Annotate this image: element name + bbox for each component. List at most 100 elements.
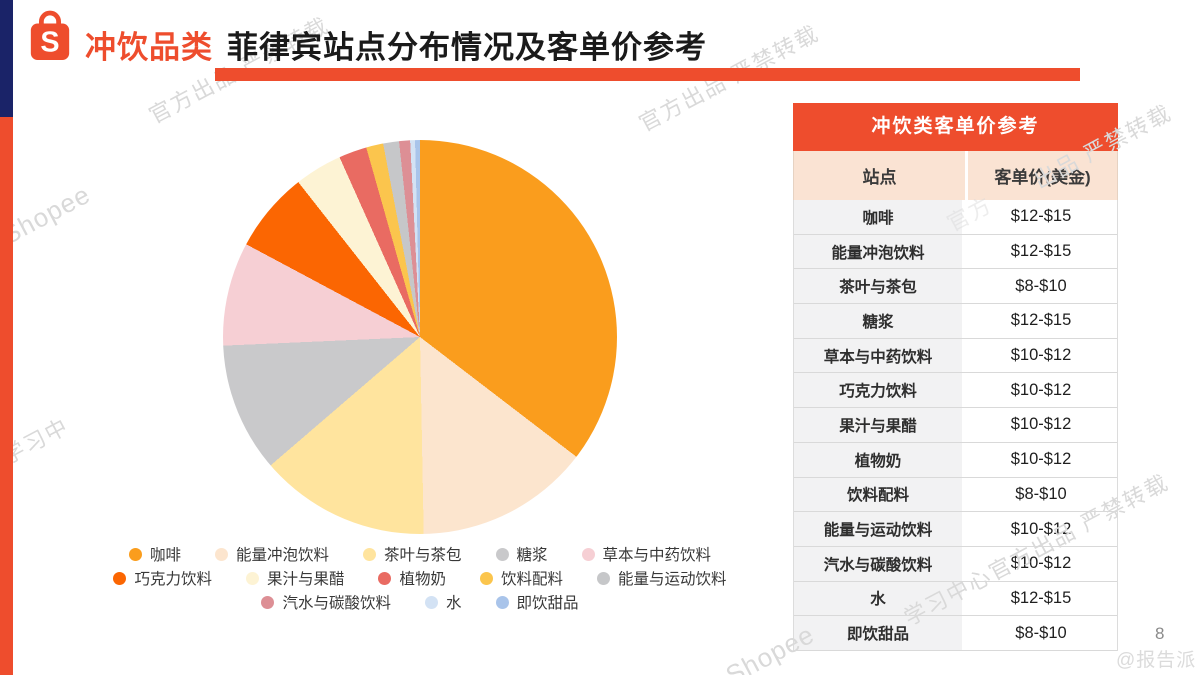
cell-site: 水 bbox=[794, 581, 965, 616]
table-row: 饮料配料 $8-$10 bbox=[794, 477, 1117, 513]
legend-swatch-icon bbox=[495, 547, 509, 561]
legend-row: 巧克力饮料 果汁与果醋 植物奶 饮料配料 能量与运动饮料 bbox=[70, 566, 770, 590]
left-navy-bar bbox=[0, 0, 13, 117]
page-title: 冲饮品类 菲律宾站点分布情况及客单价参考 bbox=[85, 22, 707, 67]
legend-label: 咖啡 bbox=[149, 547, 181, 564]
legend-swatch-icon bbox=[261, 595, 275, 609]
legend-row: 咖啡 能量冲泡饮料 茶叶与茶包 糖浆 草本与中药饮料 bbox=[70, 542, 770, 566]
cell-site: 即饮甜品 bbox=[794, 616, 965, 650]
column-header-site: 站点 bbox=[794, 151, 968, 200]
left-orange-bar bbox=[0, 117, 13, 675]
table-title: 冲饮类客单价参考 bbox=[793, 103, 1118, 151]
legend-item: 草本与中药饮料 bbox=[581, 543, 712, 565]
cell-price: $10-$12 bbox=[965, 408, 1117, 442]
cell-site: 巧克力饮料 bbox=[794, 373, 965, 408]
table-row: 巧克力饮料 $10-$12 bbox=[794, 373, 1117, 409]
cell-price: $8-$10 bbox=[965, 269, 1117, 304]
legend-item: 咖啡 bbox=[128, 543, 181, 565]
title-category: 冲饮品类 bbox=[85, 30, 213, 65]
legend-label: 能量与运动饮料 bbox=[618, 571, 727, 588]
legend-swatch-icon bbox=[113, 571, 127, 585]
legend-item: 饮料配料 bbox=[480, 567, 563, 589]
title-text: 菲律宾站点分布情况及客单价参考 bbox=[227, 30, 707, 65]
cell-price: $12-$15 bbox=[965, 304, 1117, 338]
legend-item: 汽水与碳酸饮料 bbox=[261, 591, 391, 613]
legend-item: 植物奶 bbox=[378, 567, 446, 589]
legend-row: 汽水与碳酸饮料 水 即饮甜品 bbox=[70, 590, 770, 614]
legend-swatch-icon bbox=[597, 571, 611, 585]
legend-label: 草本与中药饮料 bbox=[602, 547, 712, 564]
cell-site: 汽水与碳酸饮料 bbox=[794, 546, 965, 581]
cell-price: $10-$12 bbox=[965, 338, 1117, 373]
cell-price: $12-$15 bbox=[965, 234, 1117, 269]
legend-swatch-icon bbox=[245, 571, 259, 585]
legend-item: 茶叶与茶包 bbox=[362, 543, 462, 565]
table-header-row: 站点 客单价(美金) bbox=[793, 151, 1118, 200]
legend-item: 水 bbox=[424, 591, 462, 613]
legend-label: 植物奶 bbox=[399, 571, 446, 588]
cell-price: $8-$10 bbox=[965, 477, 1117, 512]
cell-site: 植物奶 bbox=[794, 442, 965, 477]
price-table: 冲饮类客单价参考 站点 客单价(美金) 咖啡 $12-$15 能量冲泡饮料 $12-$… bbox=[793, 103, 1118, 651]
legend-item: 果汁与果醋 bbox=[245, 567, 345, 589]
legend-label: 饮料配料 bbox=[501, 571, 564, 588]
table-row: 果汁与果醋 $10-$12 bbox=[794, 408, 1117, 443]
cell-price: $12-$15 bbox=[965, 581, 1117, 616]
credit-watermark: @报告派 bbox=[1116, 650, 1197, 671]
table-row: 能量与运动饮料 $10-$12 bbox=[794, 512, 1117, 547]
cell-site: 咖啡 bbox=[794, 200, 965, 234]
legend-swatch-icon bbox=[424, 595, 438, 609]
legend-item: 能量与运动饮料 bbox=[597, 567, 727, 589]
watermark: Shopee bbox=[720, 618, 820, 675]
legend-swatch-icon bbox=[581, 547, 595, 561]
table-body: 咖啡 $12-$15 能量冲泡饮料 $12-$15 茶叶与茶包 $8-$10 糖浆 $12-$… bbox=[793, 200, 1118, 651]
legend-swatch-icon bbox=[480, 571, 493, 585]
cell-site: 糖浆 bbox=[794, 304, 965, 338]
table-row: 汽水与碳酸饮料 $10-$12 bbox=[794, 546, 1117, 582]
watermark: Shopee bbox=[0, 178, 96, 251]
legend-item: 糖浆 bbox=[495, 543, 548, 565]
table-row: 糖浆 $12-$15 bbox=[794, 304, 1117, 339]
chart-legend: 咖啡 能量冲泡饮料 茶叶与茶包 糖浆 草本与中药饮料巧克力饮料 果汁与果醋 植物奶 饮料配料 能… bbox=[70, 542, 770, 614]
legend-label: 汽水与碳酸饮料 bbox=[282, 595, 391, 612]
cell-price: $10-$12 bbox=[965, 373, 1117, 408]
cell-price: $12-$15 bbox=[965, 200, 1117, 234]
legend-swatch-icon bbox=[495, 595, 509, 609]
cell-price: $10-$12 bbox=[965, 512, 1117, 546]
cell-site: 茶叶与茶包 bbox=[794, 269, 965, 304]
table-row: 能量冲泡饮料 $12-$15 bbox=[794, 234, 1117, 270]
page-number: 8 bbox=[1155, 624, 1165, 643]
svg-text:S: S bbox=[40, 26, 59, 58]
legend-swatch-icon bbox=[128, 547, 142, 561]
legend-label: 即饮甜品 bbox=[516, 595, 579, 612]
cell-site: 能量与运动饮料 bbox=[794, 512, 965, 546]
legend-label: 巧克力饮料 bbox=[134, 571, 212, 588]
legend-label: 茶叶与茶包 bbox=[383, 547, 462, 564]
cell-site: 饮料配料 bbox=[794, 477, 965, 512]
legend-swatch-icon bbox=[214, 547, 228, 561]
legend-swatch-icon bbox=[362, 547, 376, 561]
legend-label: 果汁与果醋 bbox=[266, 571, 345, 588]
cell-price: $8-$10 bbox=[965, 616, 1117, 650]
cell-price: $10-$12 bbox=[965, 442, 1117, 477]
table-row: 水 $12-$15 bbox=[794, 581, 1117, 617]
pie-chart bbox=[223, 140, 617, 534]
table-row: 茶叶与茶包 $8-$10 bbox=[794, 269, 1117, 305]
cell-price: $10-$12 bbox=[965, 546, 1117, 581]
cell-site: 草本与中药饮料 bbox=[794, 338, 965, 373]
column-header-price: 客单价(美金) bbox=[994, 168, 1091, 187]
shopee-logo-icon: S bbox=[30, 10, 70, 60]
legend-label: 能量冲泡饮料 bbox=[235, 547, 329, 564]
legend-label: 水 bbox=[445, 595, 462, 612]
legend-swatch-icon bbox=[378, 571, 392, 585]
title-underline bbox=[215, 68, 1080, 81]
legend-item: 能量冲泡饮料 bbox=[214, 543, 329, 565]
table-row: 植物奶 $10-$12 bbox=[794, 442, 1117, 478]
legend-item: 即饮甜品 bbox=[495, 591, 579, 613]
cell-site: 能量冲泡饮料 bbox=[794, 234, 965, 269]
table-row: 草本与中药饮料 $10-$12 bbox=[794, 338, 1117, 374]
table-row: 即饮甜品 $8-$10 bbox=[794, 616, 1117, 651]
table-row: 咖啡 $12-$15 bbox=[794, 200, 1117, 235]
legend-item: 巧克力饮料 bbox=[113, 567, 212, 589]
